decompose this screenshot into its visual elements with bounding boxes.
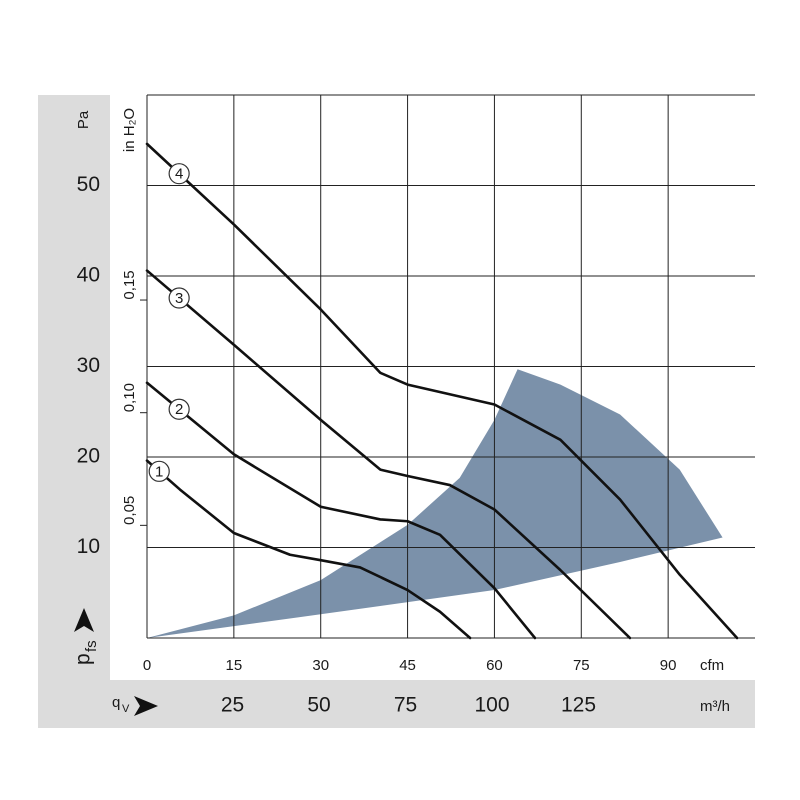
x2-tick-label: 125 — [561, 694, 596, 717]
y-tick-label: 50 — [77, 173, 100, 196]
y-symbol: p fs — [72, 640, 100, 665]
y-tick-label: 20 — [77, 445, 100, 468]
curve-label-circle — [148, 460, 170, 482]
curve-label: 1 — [155, 463, 163, 480]
x-tick-label: 75 — [573, 657, 590, 674]
x-tick-label: 60 — [486, 657, 503, 674]
curve-label: 2 — [175, 401, 183, 418]
operating-region — [147, 369, 723, 638]
y-tick-label: 40 — [77, 264, 100, 287]
y-axis-label: Pa — [75, 110, 92, 129]
x-tick-label: 90 — [660, 657, 677, 674]
x-tick-label: 30 — [312, 657, 329, 674]
x2-tick-label: 50 — [307, 694, 330, 717]
y2-tick-label: 0,10 — [121, 383, 138, 412]
x-tick-label: 0 — [143, 657, 151, 674]
bottom-band — [38, 680, 755, 728]
x-symbol-sub: V — [122, 703, 130, 715]
y2-tick-label: 0,05 — [121, 496, 138, 525]
curve-label-circle — [168, 163, 190, 185]
curve — [145, 269, 632, 640]
curve-label: 3 — [175, 290, 183, 307]
x-axis-label: cfm — [700, 657, 724, 674]
curve-label-circle — [168, 398, 190, 420]
y-tick-label: 10 — [77, 535, 100, 558]
y2-axis-label: in H₂O — [121, 108, 138, 152]
x-arrow — [134, 696, 158, 716]
curve-label-circle — [168, 287, 190, 309]
curve — [145, 142, 739, 640]
x2-tick-label: 100 — [474, 694, 509, 717]
x-symbol-main: q — [112, 694, 120, 711]
y-symbol-main: p — [72, 653, 95, 665]
curve — [145, 459, 472, 640]
y-arrow — [74, 608, 94, 632]
x2-axis-label: m³/h — [700, 698, 730, 715]
y-symbol-sub: fs — [83, 640, 100, 652]
curve — [145, 381, 537, 640]
left-band — [38, 95, 110, 728]
x2-tick-label: 25 — [221, 694, 244, 717]
y2-tick-label: 0,15 — [121, 270, 138, 299]
y-tick-label: 30 — [77, 354, 100, 377]
x2-tick-label: 75 — [394, 694, 417, 717]
x-tick-label: 45 — [399, 657, 416, 674]
x-tick-label: 15 — [226, 657, 243, 674]
curve-label: 4 — [175, 166, 183, 183]
